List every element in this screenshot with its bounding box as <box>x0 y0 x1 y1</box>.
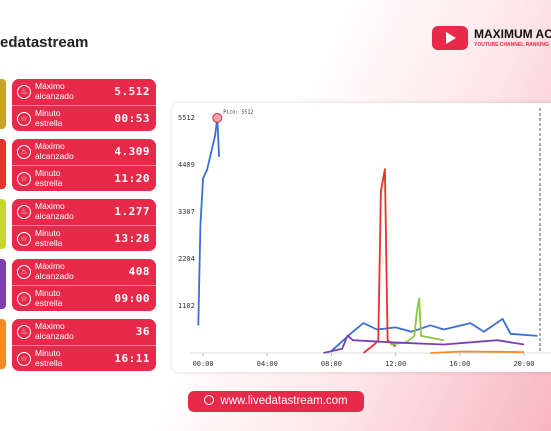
x-tick-label: 08:00 <box>321 360 342 368</box>
minute-label: Minuto estrella <box>35 348 63 368</box>
max-row: ♨ Máximo alcanzado 1.277 <box>12 199 156 225</box>
x-tick-label: 00:00 <box>193 360 214 368</box>
stat-card: ♨ Máximo alcanzado 36 ☆ Minuto estrella 16:11 <box>12 319 156 371</box>
star-icon: ☆ <box>17 352 31 366</box>
series-line <box>323 334 525 354</box>
color-strip <box>0 139 6 189</box>
minute-value: 16:11 <box>114 352 150 365</box>
x-tick-label: 20:00 <box>513 360 534 368</box>
minute-row: ☆ Minuto estrella 16:11 <box>12 345 156 372</box>
max-value: 4.309 <box>114 145 150 158</box>
star-icon: ☆ <box>17 172 31 186</box>
flame-icon: ♨ <box>17 145 31 159</box>
max-row: ♨ Máximo alcanzado 36 <box>12 319 156 345</box>
y-tick-label: 5512 <box>178 114 195 122</box>
flame-icon: ♨ <box>17 265 31 279</box>
max-value: 408 <box>128 265 150 278</box>
minute-row: ☆ Minuto estrella 13:28 <box>12 225 156 252</box>
url: www.livedatastream.com <box>220 395 348 407</box>
minute-label: Minuto estrella <box>35 228 63 248</box>
max-label: Máximo alcanzado <box>35 141 74 161</box>
y-tick-label: 3307 <box>178 208 195 216</box>
minute-row: ☆ Minuto estrella 09:00 <box>12 285 156 312</box>
max-row: ♨ Máximo alcanzado 4.309 <box>12 139 156 165</box>
stat-card: ♨ Máximo alcanzado 5.512 ☆ Minuto estrella 00… <box>12 79 156 131</box>
minute-label: Minuto estrella <box>35 108 63 128</box>
minute-value: 09:00 <box>114 292 150 305</box>
x-tick-label: 12:00 <box>385 360 406 368</box>
max-label: Máximo alcanzado <box>35 201 74 221</box>
stat-card: ♨ Máximo alcanzado 1.277 ☆ Minuto estrella 13… <box>12 199 156 251</box>
series-line <box>362 168 397 354</box>
max-label: Máximo alcanzado <box>35 81 74 101</box>
peak-annotation: Pico: 5512 <box>223 109 253 115</box>
max-row: ♨ Máximo alcanzado 408 <box>12 259 156 285</box>
color-strip <box>0 259 6 309</box>
y-tick-label: 4409 <box>178 161 195 169</box>
color-strip <box>0 199 6 249</box>
minute-label: Minuto estrella <box>35 168 63 188</box>
max-label: Máximo alcanzado <box>35 321 74 341</box>
youtube-icon <box>432 26 468 50</box>
star-icon: ☆ <box>17 232 31 246</box>
stat-card: ♨ Máximo alcanzado 408 ☆ Minuto estrella 09:0… <box>12 259 156 311</box>
chart-panel <box>172 103 551 372</box>
max-row: ♨ Máximo alcanzado 5.512 <box>12 79 156 105</box>
max-label: Máximo alcanzado <box>35 261 74 281</box>
channel-name: MAXIMUM ACI <box>474 27 551 41</box>
stat-card: ♨ Máximo alcanzado 4.309 ☆ Minuto estrella 11… <box>12 139 156 191</box>
x-tick-label: 04:00 <box>257 360 278 368</box>
channel-subtitle: YOUTUBE CHANNEL RANKING <box>474 42 549 48</box>
color-strip <box>0 79 6 129</box>
brand: edatastream <box>0 34 89 51</box>
star-icon: ☆ <box>17 292 31 306</box>
y-tick-label: 1102 <box>178 302 195 310</box>
minute-row: ☆ Minuto estrella 11:20 <box>12 165 156 192</box>
y-tick-label: 2204 <box>178 255 195 263</box>
minute-value: 00:53 <box>114 112 150 125</box>
flame-icon: ♨ <box>17 85 31 99</box>
color-strip <box>0 319 6 369</box>
search-icon <box>204 395 215 405</box>
minute-label: Minuto estrella <box>35 288 63 308</box>
max-value: 5.512 <box>114 85 150 98</box>
max-value: 36 <box>135 325 150 338</box>
minute-value: 13:28 <box>114 232 150 245</box>
x-tick-label: 16:00 <box>449 360 470 368</box>
flame-icon: ♨ <box>17 325 31 339</box>
peak-marker <box>212 112 223 123</box>
series-line <box>430 350 525 354</box>
star-icon: ☆ <box>17 112 31 126</box>
series-line <box>390 297 444 346</box>
url-button[interactable]: www.livedatastream.com <box>188 391 364 412</box>
minute-value: 11:20 <box>114 172 150 185</box>
minute-row: ☆ Minuto estrella 00:53 <box>12 105 156 132</box>
series-line <box>197 117 538 352</box>
flame-icon: ♨ <box>17 205 31 219</box>
max-value: 1.277 <box>114 205 150 218</box>
